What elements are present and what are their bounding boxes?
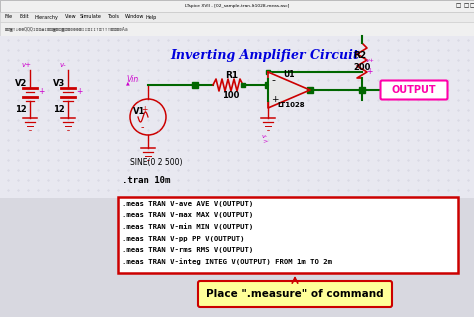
Text: LTspice XVII - [02_sample-tran-lt1028-meas.asc]: LTspice XVII - [02_sample-tran-lt1028-me… <box>185 4 289 8</box>
Text: .meas TRAN V-ave AVE V(OUTPUT): .meas TRAN V-ave AVE V(OUTPUT) <box>122 201 253 207</box>
Text: Help: Help <box>146 15 157 20</box>
Text: +: + <box>366 68 373 76</box>
Text: SINE(0 2 500): SINE(0 2 500) <box>130 158 182 167</box>
FancyBboxPatch shape <box>381 81 447 100</box>
Text: Tools: Tools <box>107 15 119 20</box>
FancyBboxPatch shape <box>0 198 474 317</box>
Text: □: □ <box>464 3 469 9</box>
Text: +: + <box>141 105 147 113</box>
Text: View: View <box>65 15 77 20</box>
Text: V3: V3 <box>53 79 65 87</box>
Text: -: - <box>271 75 275 85</box>
FancyBboxPatch shape <box>118 197 458 273</box>
Text: v+: v+ <box>22 62 32 68</box>
Text: Edit: Edit <box>20 15 29 20</box>
Text: .meas TRAN V-min MIN V(OUTPUT): .meas TRAN V-min MIN V(OUTPUT) <box>122 223 253 230</box>
FancyBboxPatch shape <box>0 22 474 36</box>
Text: +: + <box>271 95 279 105</box>
Text: R1: R1 <box>225 70 238 80</box>
Text: .meas TRAN V-pp PP V(OUTPUT): .meas TRAN V-pp PP V(OUTPUT) <box>122 236 245 242</box>
Text: File: File <box>5 15 13 20</box>
FancyBboxPatch shape <box>0 0 474 12</box>
Text: V1: V1 <box>133 107 146 117</box>
Text: V2: V2 <box>15 79 27 87</box>
Text: R2: R2 <box>353 51 366 61</box>
FancyBboxPatch shape <box>0 12 474 22</box>
Text: -: - <box>141 122 145 132</box>
Text: 200: 200 <box>353 62 370 72</box>
Text: 100: 100 <box>222 90 239 100</box>
Text: v-: v- <box>60 62 67 68</box>
Text: Place ".measure" of command: Place ".measure" of command <box>206 289 384 299</box>
Text: 12: 12 <box>15 106 27 114</box>
Text: ▲: ▲ <box>126 80 130 85</box>
Text: .meas TRAN V-max MAX V(OUTPUT): .meas TRAN V-max MAX V(OUTPUT) <box>122 212 253 218</box>
Polygon shape <box>268 72 310 108</box>
Text: □: □ <box>456 3 461 9</box>
FancyBboxPatch shape <box>0 36 474 198</box>
Text: Hierarchy: Hierarchy <box>35 15 59 20</box>
Text: Inverting Amplifier Circuit: Inverting Amplifier Circuit <box>170 49 359 62</box>
Text: LT1028: LT1028 <box>277 102 305 108</box>
Text: +: + <box>76 87 82 95</box>
Text: Window: Window <box>125 15 145 20</box>
Text: v-: v- <box>262 133 268 139</box>
Text: v+: v+ <box>366 57 375 62</box>
Text: .meas TRAN V-rms RMS V(OUTPUT): .meas TRAN V-rms RMS V(OUTPUT) <box>122 247 253 253</box>
FancyBboxPatch shape <box>198 281 392 307</box>
Text: □: □ <box>469 3 474 9</box>
Text: Vin: Vin <box>126 74 138 83</box>
Text: OUTPUT: OUTPUT <box>392 85 436 95</box>
Text: U1: U1 <box>283 70 294 79</box>
Text: ⊞⊡▣↑↓⊕⊗QQQ↕≡≡≣↕⊞⊡▣⊠⊡▩⊡⊞⊙⊕⊕⊞↕↕≡↕↕↑≡↑↑↑⊞⊡⊞⊙Aa: ⊞⊡▣↑↓⊕⊗QQQ↕≡≡≣↕⊞⊡▣⊠⊡▩⊡⊞⊙⊕⊕⊞↕↕≡↕↕↑≡↑↑↑⊞⊡⊞… <box>5 27 128 31</box>
Text: Simulate: Simulate <box>80 15 102 20</box>
Text: +: + <box>38 87 45 95</box>
Text: .tran 10m: .tran 10m <box>122 176 170 185</box>
Text: >: > <box>262 139 267 144</box>
Text: .meas TRAN V-integ INTEG V(OUTPUT) FROM 1m TO 2m: .meas TRAN V-integ INTEG V(OUTPUT) FROM … <box>122 258 332 265</box>
Text: 12: 12 <box>53 106 65 114</box>
